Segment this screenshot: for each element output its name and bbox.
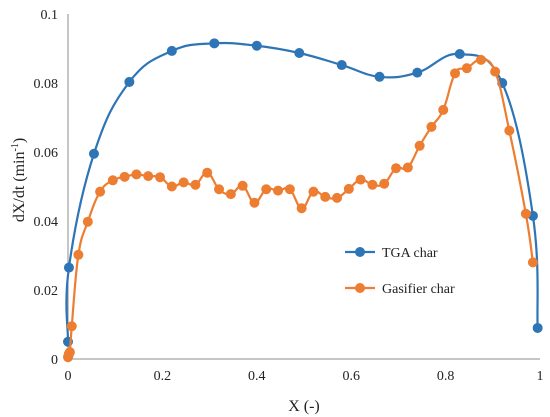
data-point-gasifier-char <box>237 180 248 191</box>
data-point-gasifier-char <box>190 179 201 190</box>
data-point-gasifier-char <box>490 66 501 77</box>
x-tick-label: 0.4 <box>248 369 266 384</box>
x-tick-label: 0 <box>65 369 72 384</box>
legend-marker-tga-char <box>355 247 365 257</box>
data-point-gasifier-char <box>402 162 413 173</box>
data-point-gasifier-char <box>166 181 177 192</box>
data-point-gasifier-char <box>504 125 515 136</box>
y-axis-title: dX/dt (min-1) <box>10 138 28 222</box>
x-tick-label: 0.6 <box>342 369 360 384</box>
x-axis-title: X (-) <box>288 398 320 415</box>
data-point-gasifier-char <box>296 203 307 214</box>
data-point-gasifier-char <box>107 175 118 186</box>
data-point-gasifier-char <box>143 171 154 182</box>
data-point-gasifier-char <box>343 183 354 194</box>
series-gasifier-char <box>63 54 538 363</box>
legend-label-tga-char: TGA char <box>382 246 438 261</box>
legend-marker-gasifier-char <box>355 283 365 293</box>
x-tick-label: 0.2 <box>154 369 172 384</box>
data-point-tga-char <box>294 47 305 58</box>
y-tick-label: 0.04 <box>34 215 59 230</box>
data-point-gasifier-char <box>355 174 366 185</box>
data-point-tga-char <box>63 262 74 273</box>
data-point-gasifier-char <box>450 68 461 79</box>
x-tick-labels: 0 0.2 0.4 0.6 0.8 1 <box>65 369 544 384</box>
data-point-tga-char <box>124 76 135 87</box>
data-point-gasifier-char <box>367 179 378 190</box>
data-point-gasifier-char <box>461 63 472 74</box>
data-point-gasifier-char <box>527 257 538 268</box>
data-point-tga-char <box>88 148 99 159</box>
y-axis-title-main: dX/dt (min <box>11 152 28 223</box>
y-tick-label: 0.08 <box>34 77 59 92</box>
data-point-gasifier-char <box>426 121 437 132</box>
data-point-tga-char <box>532 322 543 333</box>
legend: TGA char Gasifier char <box>345 246 455 297</box>
data-point-gasifier-char <box>225 189 236 200</box>
data-point-gasifier-char <box>308 186 319 197</box>
legend-item-tga-char: TGA char <box>345 246 438 261</box>
y-tick-label: 0.06 <box>34 146 59 161</box>
data-point-gasifier-char <box>379 178 390 189</box>
y-tick-label: 0 <box>51 353 58 368</box>
legend-label-gasifier-char: Gasifier char <box>382 282 455 297</box>
series-layer <box>63 38 543 363</box>
data-point-gasifier-char <box>249 197 260 208</box>
x-tick-label: 1 <box>537 369 544 384</box>
y-tick-label: 0.1 <box>41 8 59 23</box>
data-point-gasifier-char <box>119 171 130 182</box>
y-axis-title-unit-exponent: -1 <box>10 143 21 151</box>
data-point-gasifier-char <box>155 172 166 183</box>
data-point-gasifier-char <box>82 216 93 227</box>
data-point-gasifier-char <box>178 177 189 188</box>
data-point-gasifier-char <box>202 167 213 178</box>
x-tick-label: 0.8 <box>437 369 455 384</box>
y-tick-label: 0.02 <box>34 284 59 299</box>
data-point-gasifier-char <box>284 184 295 195</box>
data-point-gasifier-char <box>273 185 284 196</box>
data-point-tga-char <box>251 40 262 51</box>
data-point-tga-char <box>454 49 465 60</box>
data-point-gasifier-char <box>414 140 425 151</box>
data-point-tga-char <box>412 67 423 78</box>
data-point-gasifier-char <box>438 104 449 115</box>
data-point-gasifier-char <box>131 169 142 180</box>
data-point-gasifier-char <box>64 347 75 358</box>
data-point-tga-char <box>209 38 220 49</box>
data-point-gasifier-char <box>320 191 331 202</box>
data-point-tga-char <box>336 60 347 71</box>
data-point-gasifier-char <box>476 54 486 65</box>
series-line-tga-char <box>65 41 539 342</box>
chart-axes <box>67 14 540 360</box>
y-tick-labels: 0 0.02 0.04 0.06 0.08 0.1 <box>34 8 59 368</box>
series-tga-char <box>63 38 543 347</box>
data-point-gasifier-char <box>95 186 106 197</box>
data-point-tga-char <box>374 71 385 82</box>
data-point-gasifier-char <box>332 192 343 203</box>
data-point-gasifier-char <box>73 249 84 260</box>
data-point-gasifier-char <box>261 184 272 195</box>
data-point-gasifier-char <box>391 163 402 174</box>
data-point-tga-char <box>166 45 177 56</box>
data-point-gasifier-char <box>214 184 225 195</box>
data-point-gasifier-char <box>520 208 531 219</box>
data-point-gasifier-char <box>66 321 77 332</box>
y-axis-title-tail: ) <box>11 138 28 143</box>
legend-item-gasifier-char: Gasifier char <box>345 282 455 297</box>
